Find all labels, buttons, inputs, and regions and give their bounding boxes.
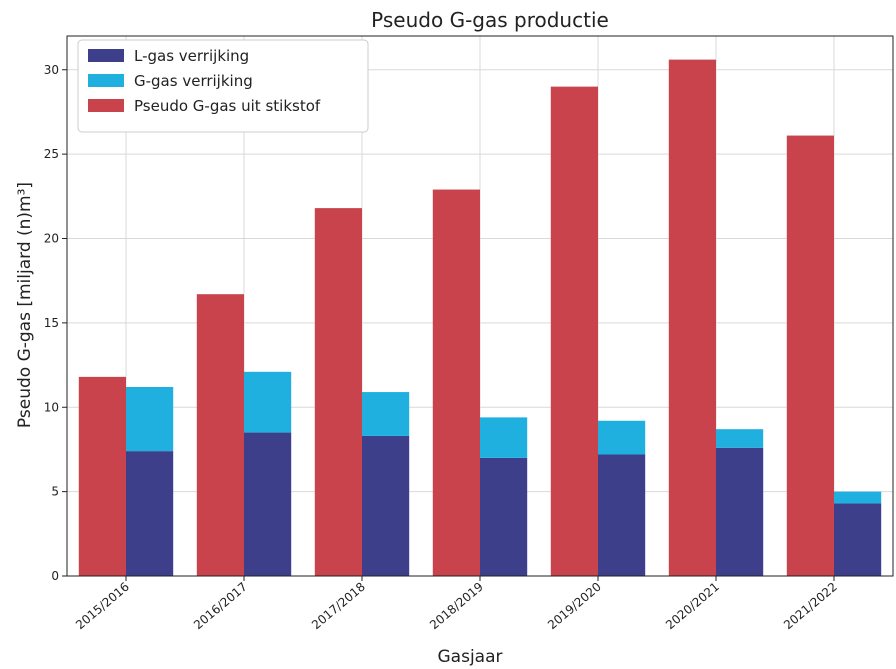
bar-g-gas	[716, 429, 764, 448]
bar-l-gas	[480, 457, 528, 576]
x-axis-title: Gasjaar	[438, 647, 503, 667]
x-tick-label: 2018/2019	[427, 580, 486, 633]
y-tick-label: 10	[44, 400, 59, 414]
bar-g-gas	[834, 491, 882, 504]
bar-l-gas	[362, 435, 410, 576]
bar-l-gas	[598, 454, 646, 576]
y-tick-label: 30	[44, 63, 59, 77]
bar-l-gas	[834, 503, 882, 576]
legend: L-gas verrijking G-gas verrijking Pseudo G…	[77, 39, 369, 133]
bar-g-gas	[126, 387, 174, 452]
bar-g-gas	[480, 417, 528, 458]
bar-l-gas	[244, 432, 292, 576]
y-axis-title: Pseudo G-gas [miljard (n)m³]	[15, 182, 35, 428]
x-tick-label: 2016/2017	[191, 580, 250, 633]
bar-stikstof	[196, 294, 244, 576]
bar-stikstof	[668, 59, 716, 576]
bar-l-gas	[716, 447, 764, 576]
bar-g-gas	[598, 420, 646, 455]
plot-area: 0 5 10 15 20 25 30 2015/2016 2016/2017 2017/2018 2…	[44, 35, 894, 633]
y-tick-label: 0	[51, 569, 59, 583]
y-tick-label: 5	[51, 485, 59, 499]
bar-stikstof	[786, 135, 834, 576]
bar-g-gas	[362, 392, 410, 436]
y-tick-label: 25	[44, 147, 59, 161]
x-tick-label: 2017/2018	[309, 580, 368, 633]
x-tick-label: 2019/2020	[545, 580, 604, 633]
y-tick-label: 20	[44, 232, 59, 246]
legend-entry: G-gas verrijking	[134, 72, 253, 90]
bar-stikstof	[314, 208, 362, 576]
bar-stikstof	[432, 189, 480, 576]
bar-stikstof	[78, 376, 126, 576]
legend-entry: L-gas verrijking	[134, 47, 249, 65]
legend-swatch	[88, 49, 124, 62]
legend-box	[77, 39, 369, 133]
legend-swatch	[88, 99, 124, 112]
chart-title: Pseudo G-gas productie	[371, 8, 609, 32]
legend-swatch	[88, 74, 124, 87]
bar-g-gas	[244, 371, 292, 433]
bar-l-gas	[126, 451, 174, 576]
x-tick-label: 2015/2016	[73, 580, 132, 633]
x-tick-label: 2020/2021	[663, 580, 722, 633]
y-tick-label: 15	[44, 316, 59, 330]
x-tick-label: 2021/2022	[781, 580, 840, 633]
bar-stikstof	[550, 86, 598, 576]
legend-entry: Pseudo G-gas uit stikstof	[134, 97, 321, 115]
